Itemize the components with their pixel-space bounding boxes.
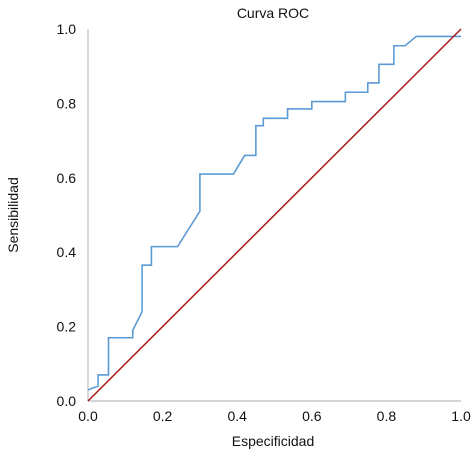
y-tick-label: 0.4	[57, 244, 77, 260]
series-layer	[87, 28, 462, 402]
y-tick-label: 0.6	[57, 170, 77, 186]
y-tick-label: 0.0	[57, 393, 77, 409]
y-axis-title: Sensibilidad	[5, 177, 21, 253]
x-axis-title: Especificidad	[232, 433, 315, 449]
x-tick-label: 0.4	[227, 408, 247, 424]
chart-axes	[87, 29, 461, 402]
x-tick-label: 1.0	[451, 408, 471, 424]
y-tick-label: 0.2	[57, 319, 77, 335]
x-tick-label: 0.8	[377, 408, 397, 424]
x-tick-label: 0.2	[153, 408, 173, 424]
roc-curve-line	[87, 35, 461, 391]
x-tick-label: 0.6	[302, 408, 322, 424]
y-tick-label: 0.8	[57, 95, 77, 111]
x-tick-label: 0.0	[78, 408, 98, 424]
y-tick-label: 1.0	[57, 21, 77, 37]
chart-title: Curva ROC	[237, 5, 309, 21]
tick-labels: 0.0 0.2 0.4 0.6 0.8 1.0 0.0 0.2 0.4 0.6 0.8 1.0	[57, 21, 471, 424]
reference-diagonal-line	[87, 28, 462, 402]
